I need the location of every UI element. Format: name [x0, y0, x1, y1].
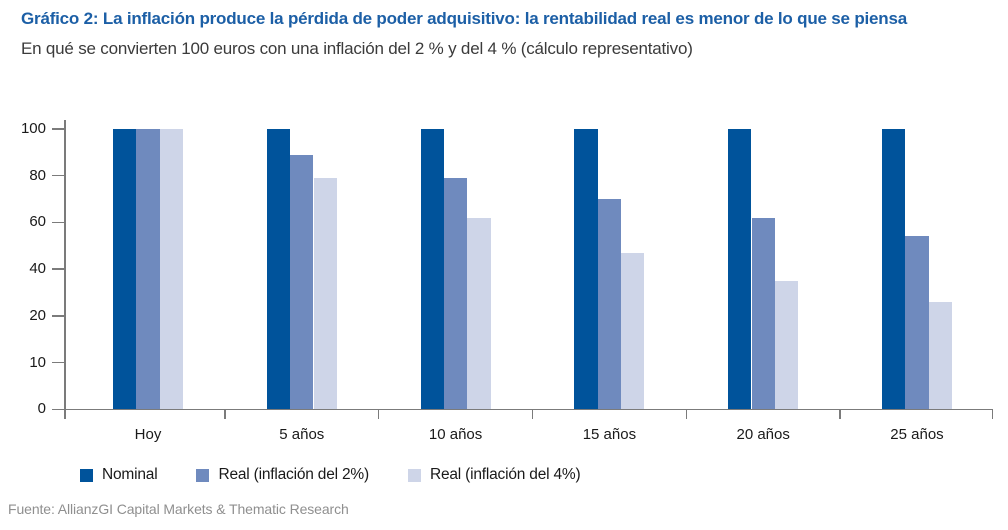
x-tick [839, 409, 841, 420]
y-tick [52, 361, 65, 364]
bar [290, 154, 314, 410]
x-axis-line [52, 408, 993, 411]
y-tick [52, 221, 65, 224]
bar [467, 217, 491, 410]
bar [774, 280, 799, 410]
y-tick [52, 128, 65, 130]
y-tick-label: 40 [29, 260, 46, 278]
y-tick-label: 60 [29, 213, 46, 231]
bar [928, 301, 953, 410]
y-tick [52, 315, 65, 317]
category-label: Hoy [134, 426, 162, 443]
source-note: Fuente: AllianzGI Capital Markets & Them… [8, 501, 349, 517]
bar [443, 178, 468, 410]
legend-item: Nominal [80, 466, 158, 484]
legend-swatch [196, 468, 210, 482]
bar [159, 129, 184, 410]
bar [751, 217, 775, 410]
y-tick [52, 268, 65, 270]
y-axis-line [64, 120, 66, 420]
bar [905, 236, 929, 410]
x-tick [685, 409, 688, 420]
chart-subtitle: En qué se convierten 100 euros con una i… [21, 39, 693, 58]
bar [728, 129, 752, 410]
legend-item: Real (inflación del 4%) [407, 466, 581, 484]
category-label: 20 años [736, 426, 790, 443]
x-tick [991, 409, 993, 420]
bar [313, 178, 337, 410]
x-tick [531, 409, 534, 420]
bar [136, 129, 160, 410]
y-tick-label: 10 [29, 353, 46, 371]
legend-swatch [407, 468, 421, 482]
y-tick-label: 20 [29, 306, 46, 324]
category-label: 15 años [582, 426, 637, 443]
legend-label: Nominal [102, 466, 158, 483]
chart-title: Gráfico 2: La inflación produce la pérdi… [21, 9, 907, 28]
bar [266, 129, 291, 410]
x-tick [224, 409, 226, 420]
legend-label: Real (inflación del 4%) [429, 466, 581, 483]
bar [621, 252, 645, 410]
bar [597, 199, 622, 410]
y-tick-label: 100 [20, 120, 46, 137]
y-tick [52, 174, 65, 177]
category-label: 10 años [428, 426, 483, 443]
bar [420, 129, 444, 410]
category-label: 5 años [279, 426, 325, 443]
category-label: 25 años [890, 426, 944, 443]
x-tick [377, 409, 380, 420]
bar [112, 129, 137, 410]
y-tick-label: 0 [37, 400, 46, 418]
legend-swatch [80, 468, 93, 482]
bar [574, 129, 598, 410]
legend-item: Real (inflación del 2%) [196, 466, 369, 484]
bar [881, 129, 906, 410]
y-tick-label: 80 [29, 166, 46, 184]
legend-label: Real (inflación del 2%) [218, 466, 369, 483]
chart-legend: Nominal Real (inflación del 2%) Real (infl… [80, 464, 581, 486]
